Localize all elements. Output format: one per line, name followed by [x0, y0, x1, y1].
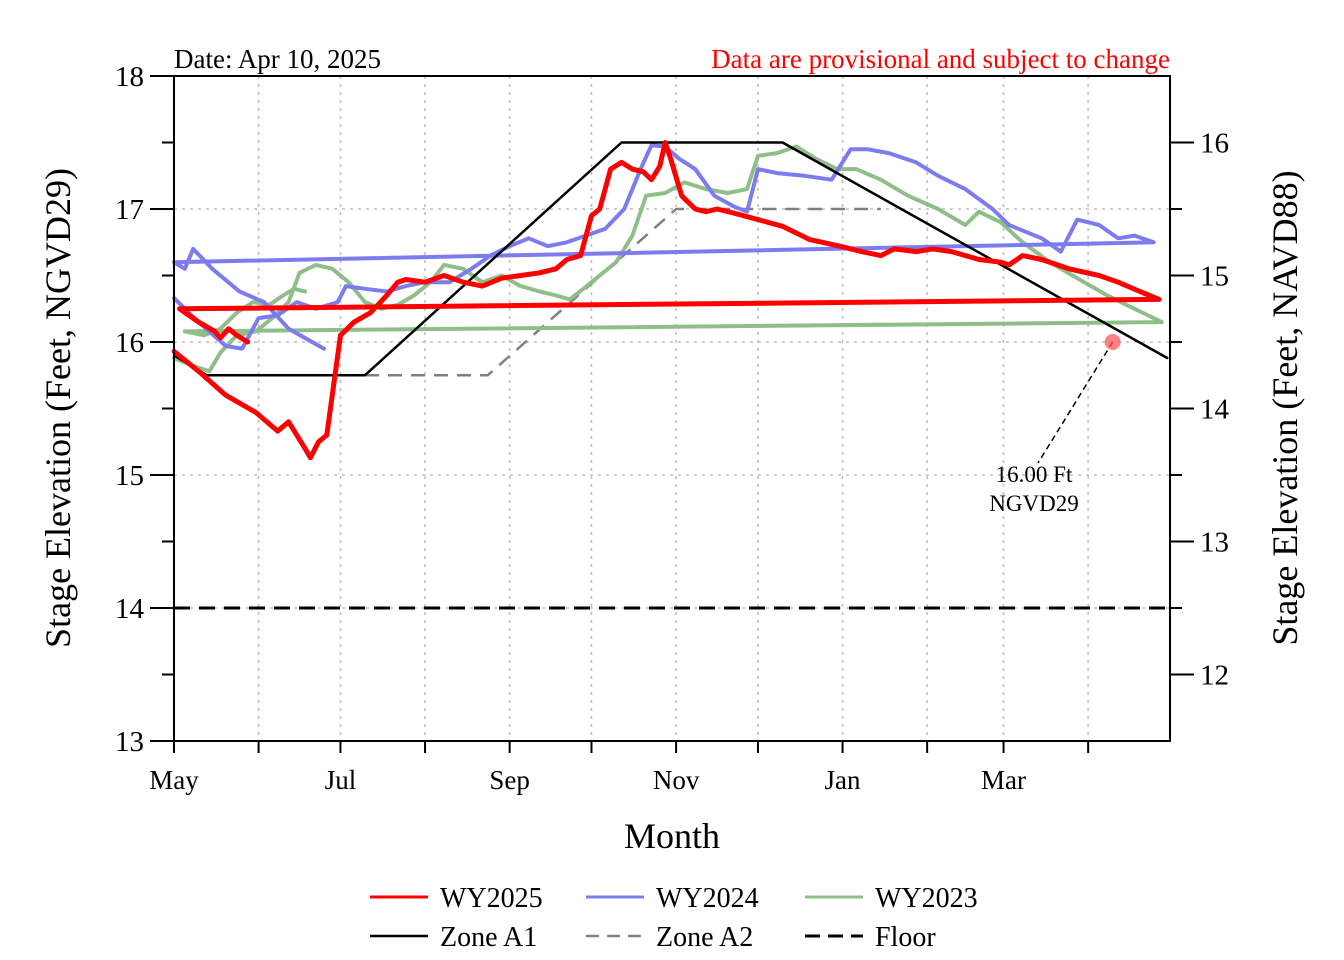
zone-lines: [174, 207, 1168, 610]
series-lines: [171, 140, 1169, 461]
y-tick-label-left: 13: [115, 726, 144, 758]
legend-label-wy2023: WY2023: [875, 883, 978, 914]
annotation: 16.00 Ft NGVD29: [989, 334, 1121, 516]
legend-label-zone-a1: Zone A1: [440, 922, 537, 953]
series-line-wy2023: [172, 144, 1164, 374]
grid-layer: [174, 76, 1170, 741]
annotation-value: 16.00 Ft: [996, 462, 1073, 487]
x-tick-label: May: [149, 765, 199, 795]
x-tick-label: Nov: [653, 765, 700, 795]
y-tick-label-right: 14: [1200, 394, 1230, 426]
legend-label-wy2025: WY2025: [440, 883, 543, 914]
current-value-marker: [1104, 334, 1121, 350]
y-axis-label-left: Stage Elevation (Feet, NGVD29): [38, 168, 78, 648]
x-tick-label: Jan: [825, 765, 861, 795]
y-tick-label-left: 17: [115, 194, 144, 226]
axis-ticks: May Jul Sep Nov Jan Mar 13 14 15 16 17 18 12 13 14 15 16: [115, 61, 1230, 795]
y-axis-label-right: Stage Elevation (Feet, NAVD88): [1265, 170, 1305, 645]
y-tick-label-right: 13: [1200, 527, 1229, 559]
y-tick-label-left: 14: [115, 593, 145, 625]
annotation-datum: NGVD29: [989, 491, 1078, 516]
x-axis-label: Month: [624, 816, 720, 856]
legend-label-floor: Floor: [875, 922, 936, 953]
plot-frame: [173, 75, 1171, 742]
legend-label-wy2024: WY2024: [656, 883, 759, 914]
series-line-wy2025: [171, 140, 1162, 461]
x-tick-label: Jul: [325, 765, 357, 795]
disclaimer: Data are provisional and subject to chan…: [711, 44, 1170, 74]
x-tick-label: Mar: [981, 765, 1026, 795]
plot-border: [173, 75, 1171, 742]
series-line-wy2024: [172, 143, 1156, 351]
x-tick-label: Sep: [489, 765, 530, 795]
y-tick-label-right: 12: [1200, 660, 1229, 692]
annotation-leader: [1037, 341, 1114, 464]
legend: WY2025 WY2024 WY2023 Zone A1 Zone A2 Floor: [370, 883, 978, 953]
y-tick-label-left: 18: [115, 61, 144, 93]
legend-label-zone-a2: Zone A2: [656, 922, 753, 953]
y-tick-label-left: 15: [115, 460, 144, 492]
y-tick-label-right: 16: [1200, 128, 1229, 160]
date-label: Date: Apr 10, 2025: [174, 44, 381, 74]
y-tick-label-right: 15: [1200, 261, 1229, 293]
y-tick-label-left: 16: [115, 327, 144, 359]
